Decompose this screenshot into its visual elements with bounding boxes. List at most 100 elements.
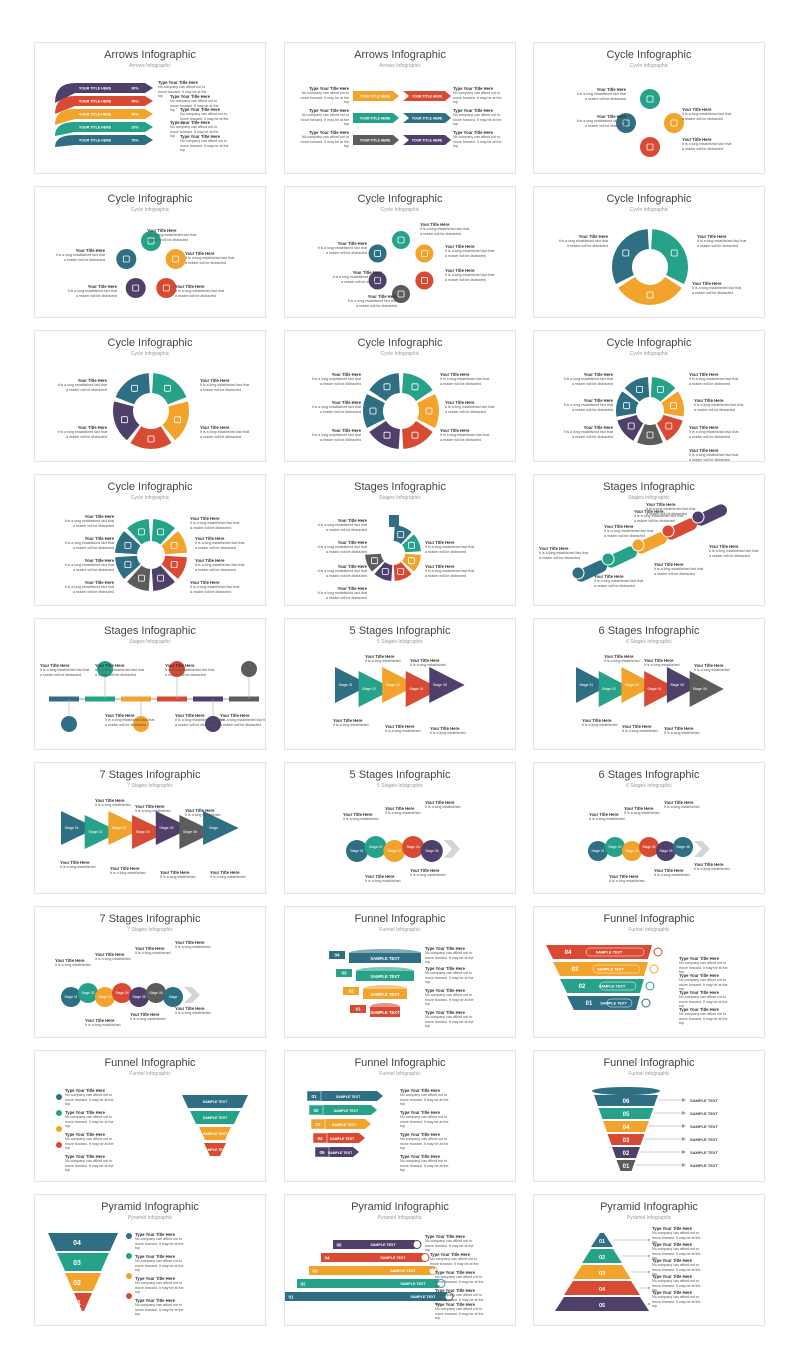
slide-thumbnail[interactable]: Stages Infographic Stages Infographic Your… xyxy=(284,474,516,606)
text-block-body: It is a long established fact that a rea… xyxy=(682,112,732,121)
stage-label: Stage 05 xyxy=(670,683,684,687)
slide-thumbnail[interactable]: Funnel Infographic Funnel Infographic 06 SA… xyxy=(533,1050,765,1182)
number-tab xyxy=(306,1090,322,1102)
slide-thumbnail[interactable]: Funnel Infographic Funnel Infographic SAMP… xyxy=(284,906,516,1038)
text-block-title: Your Title Here xyxy=(420,222,450,227)
slide-thumbnail[interactable]: Funnel Infographic Funnel Infographic 04 SA… xyxy=(533,906,765,1038)
funnel-number: 02 xyxy=(623,1151,630,1157)
text-block-title: Type Your Title Here xyxy=(652,1258,692,1263)
type-title: Type Your Title Here No company can affor… xyxy=(652,1226,704,1245)
slide-thumbnail[interactable]: Arrows Infographic Arrows Infographic YOUR… xyxy=(284,42,516,174)
text-block-body: It is a long established xyxy=(654,873,690,878)
slide-thumbnail[interactable]: Cycle Infographic Cycle Infographic Your T… xyxy=(533,330,765,462)
slide-title: 7 Stages Infographic xyxy=(99,913,201,925)
slide-thumbnail[interactable]: Funnel Infographic Funnel Infographic SAMP… xyxy=(34,1050,266,1182)
ring-segment xyxy=(612,229,649,284)
funnel-label: SAMPLE TEXT xyxy=(596,951,623,955)
text-block: Your Title Here It is a long established … xyxy=(309,372,361,386)
stage-label: Stage 01 xyxy=(64,995,77,999)
funnel-icon xyxy=(645,981,655,991)
text-block-title: Your Title Here xyxy=(337,540,367,545)
cycle-node xyxy=(116,249,137,269)
text-block-body: It is a long established xyxy=(644,663,680,668)
slide-thumbnail[interactable]: Cycle Infographic Cycle Infographic Your T… xyxy=(533,186,765,318)
pyramid-number: 04 xyxy=(73,1240,81,1247)
text-block-title: Type Your Title Here xyxy=(400,1110,440,1115)
number-tab xyxy=(309,1266,321,1275)
stage-label: Stage 02 xyxy=(608,845,621,849)
text-block-title: Your Title Here xyxy=(84,514,114,519)
slide-thumbnail[interactable]: 5 Stages Infographic 5 Stages Infographic… xyxy=(284,762,516,894)
arrow-band xyxy=(55,109,153,125)
text-block: Your Title Here It is a long established … xyxy=(62,580,114,594)
slide-thumbnail[interactable]: Arrows Infographic Arrows Infographic YOUR… xyxy=(34,42,266,174)
check-icon xyxy=(56,1094,62,1100)
slide-title: Arrows Infographic xyxy=(354,49,446,61)
timeline-segment xyxy=(157,696,187,702)
stage-label: Stage 03 xyxy=(386,683,400,687)
text-block-body: It is a long established fact that a rea… xyxy=(317,246,367,255)
slide-thumbnail[interactable]: Stages Infographic Stages Infographic Your… xyxy=(533,474,765,606)
infographic-art xyxy=(571,504,727,582)
slide-title: Cycle Infographic xyxy=(107,337,193,349)
slide-thumbnail[interactable]: Pyramid Infographic Pyramid Infographic 04… xyxy=(34,1194,266,1326)
text-block-body: It is a long established fact that a rea… xyxy=(57,430,107,439)
text-block-body: It is a long established fact that a rea… xyxy=(689,453,739,462)
leader-dot xyxy=(648,1271,650,1273)
slide-title: Funnel Infographic xyxy=(354,913,446,925)
slide-thumbnail[interactable]: 7 Stages Infographic 7 Stages Infographic… xyxy=(34,906,266,1038)
text-block-body: No company can afford not to move forwar… xyxy=(400,1159,449,1173)
ring-segment xyxy=(402,420,433,449)
slide-thumbnail[interactable]: 6 Stages Infographic 6 Stages Infographic… xyxy=(533,618,765,750)
text-block-body: It is a long established xyxy=(385,811,421,816)
text-block-title: Your Title Here xyxy=(175,284,205,289)
slide-thumbnail[interactable]: Pyramid Infographic Pyramid Infographic SA… xyxy=(284,1194,516,1326)
infographic-art: SAMPLE TEXT 05 SAMPLE TEXT 04 SAMPLE TEXT 03 S… xyxy=(285,1240,454,1301)
text-block-body: No company can afford not to move forwar… xyxy=(652,1263,701,1277)
text-block-body: It is a long established fact that a rea… xyxy=(604,529,654,538)
slide-thumbnail[interactable]: Funnel Infographic Funnel Infographic 01 SA… xyxy=(284,1050,516,1182)
text-block-title: Your Title Here xyxy=(410,868,440,873)
text-block: Your Title Here It is a long established xyxy=(654,868,706,878)
slide-thumbnail[interactable]: Cycle Infographic Cycle Infographic Your T… xyxy=(34,474,266,606)
segment-icon xyxy=(669,402,677,410)
slide-thumbnail[interactable]: Pyramid Infographic Pyramid Infographic 01… xyxy=(533,1194,765,1326)
slide-title: Cycle Infographic xyxy=(606,49,692,61)
slide-thumbnail[interactable]: 7 Stages Infographic 7 Stages Infographic… xyxy=(34,762,266,894)
ring-segment xyxy=(152,373,187,405)
text-block-body: It is a long established fact that a rea… xyxy=(682,142,732,151)
text-block-body: It is a long established fact that a rea… xyxy=(190,585,240,594)
slide-thumbnail[interactable]: Cycle Infographic Cycle Infographic Your T… xyxy=(284,186,516,318)
text-block-title: Your Title Here xyxy=(609,874,639,879)
text-block-body: No company can afford not to move forwar… xyxy=(300,91,349,105)
slide-subtitle: Stages Infographic xyxy=(129,639,171,645)
slide-thumbnail[interactable]: Cycle Infographic Cycle Infographic Your T… xyxy=(533,42,765,174)
stage-node xyxy=(631,538,645,552)
slide-title: Cycle Infographic xyxy=(606,337,692,349)
text-block: Your Title Here It is a long established … xyxy=(175,284,227,298)
slide-title: Cycle Infographic xyxy=(357,193,443,205)
text-block-title: Type Your Title Here xyxy=(453,108,493,113)
slide-thumbnail[interactable]: 6 Stages Infographic 6 Stages Infographic… xyxy=(533,762,765,894)
slide-thumbnail[interactable]: Stages Infographic Stages Infographic Your… xyxy=(34,618,266,750)
text-block-title: Your Title Here xyxy=(343,812,373,817)
number-tab xyxy=(333,1240,345,1249)
text-block-title: Your Title Here xyxy=(583,372,613,377)
text-block-title: Your Title Here xyxy=(694,398,724,403)
slide-thumbnail[interactable]: Cycle Infographic Cycle Infographic Your T… xyxy=(34,186,266,318)
slide-thumbnail[interactable]: Cycle Infographic Cycle Infographic Your T… xyxy=(284,330,516,462)
stage-label: Stage 02 xyxy=(362,687,376,691)
text-block-body: It is a long established fact that a rea… xyxy=(64,585,114,594)
text-block-title: Type Your Title Here xyxy=(135,1232,175,1237)
ring-segment xyxy=(402,373,433,402)
slide-thumbnail[interactable]: 5 Stages Infographic 5 Stages Infographic… xyxy=(284,618,516,750)
type-title: Type Your Title Here No company can affor… xyxy=(679,990,731,1009)
text-block-body: It is a long established fact that a rea… xyxy=(332,275,382,284)
text-block-body: No company can afford not to move forwar… xyxy=(679,978,728,992)
tier-label-bg xyxy=(383,1266,431,1275)
text-block-title: Type Your Title Here xyxy=(652,1242,692,1247)
funnel-number: 01 xyxy=(586,1001,593,1007)
slide-subtitle: Cycle Infographic xyxy=(629,207,669,213)
slide-thumbnail[interactable]: Cycle Infographic Cycle Infographic Your T… xyxy=(34,330,266,462)
